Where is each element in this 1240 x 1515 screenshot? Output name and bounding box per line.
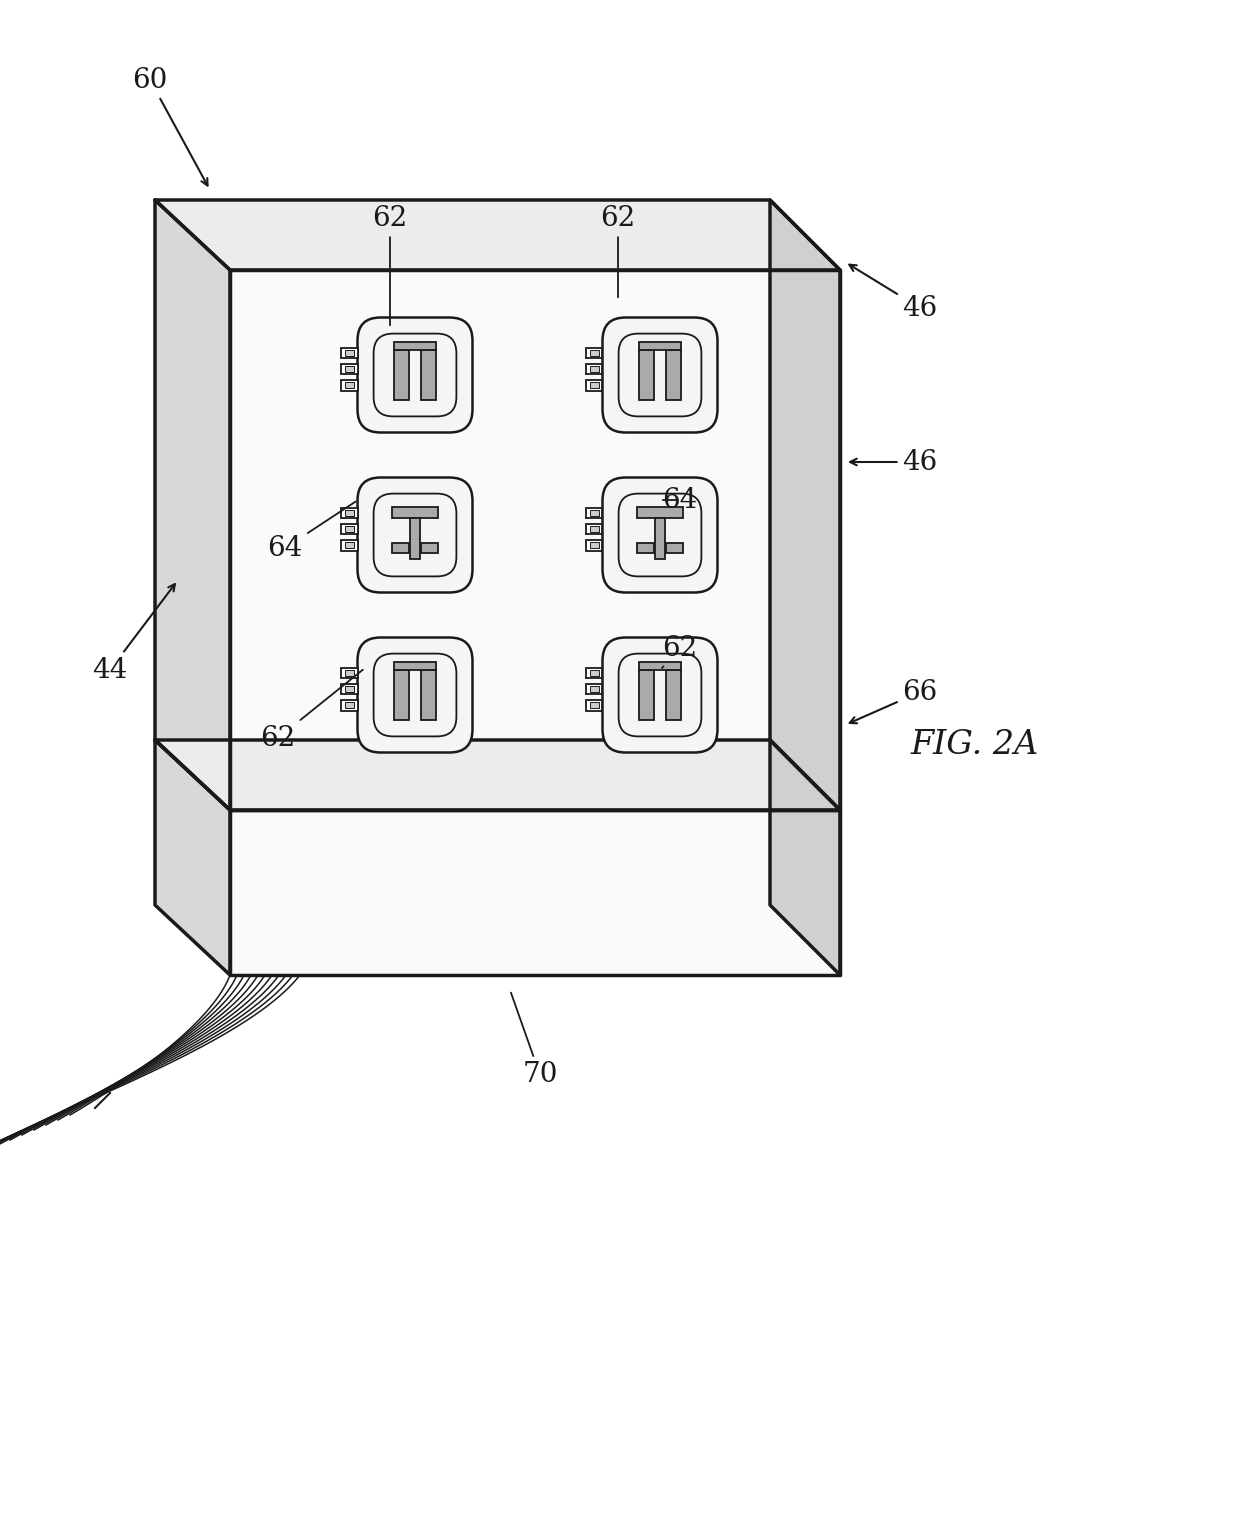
- Text: 64: 64: [268, 501, 356, 562]
- Text: 62: 62: [600, 205, 636, 297]
- Bar: [346, 542, 355, 548]
- Bar: [341, 668, 357, 679]
- Bar: [341, 541, 357, 550]
- Bar: [640, 350, 655, 400]
- Bar: [420, 542, 438, 553]
- Bar: [587, 380, 603, 391]
- Bar: [590, 686, 599, 692]
- Bar: [346, 382, 355, 388]
- Bar: [341, 685, 357, 694]
- Bar: [637, 508, 683, 518]
- Bar: [420, 350, 435, 400]
- Bar: [346, 703, 355, 709]
- Bar: [640, 670, 655, 720]
- Bar: [590, 526, 599, 532]
- Polygon shape: [155, 739, 229, 976]
- Polygon shape: [770, 200, 839, 811]
- Bar: [394, 342, 435, 350]
- Bar: [587, 524, 603, 535]
- Bar: [587, 348, 603, 359]
- Bar: [666, 542, 683, 553]
- Bar: [587, 700, 603, 711]
- Bar: [590, 350, 599, 356]
- Bar: [394, 350, 409, 400]
- Polygon shape: [155, 739, 839, 811]
- Bar: [346, 670, 355, 676]
- FancyBboxPatch shape: [619, 494, 702, 576]
- Text: 44: 44: [92, 585, 175, 683]
- FancyBboxPatch shape: [603, 638, 718, 753]
- Bar: [587, 541, 603, 550]
- Text: 66: 66: [849, 679, 937, 723]
- Bar: [590, 511, 599, 517]
- Bar: [420, 670, 435, 720]
- Bar: [346, 511, 355, 517]
- Polygon shape: [155, 200, 229, 811]
- Bar: [341, 380, 357, 391]
- Text: 64: 64: [662, 486, 698, 514]
- Bar: [341, 508, 357, 518]
- FancyBboxPatch shape: [357, 318, 472, 432]
- Text: FIG. 2A: FIG. 2A: [911, 729, 1039, 761]
- Bar: [392, 542, 409, 553]
- FancyBboxPatch shape: [357, 477, 472, 592]
- Text: 62: 62: [662, 635, 698, 668]
- Bar: [666, 350, 681, 400]
- Text: 70: 70: [511, 992, 558, 1088]
- Bar: [341, 700, 357, 711]
- Polygon shape: [229, 811, 839, 976]
- Bar: [590, 542, 599, 548]
- Bar: [587, 668, 603, 679]
- Bar: [587, 685, 603, 694]
- Bar: [590, 382, 599, 388]
- Bar: [590, 670, 599, 676]
- Polygon shape: [770, 739, 839, 976]
- Bar: [666, 670, 681, 720]
- Bar: [346, 686, 355, 692]
- Bar: [587, 508, 603, 518]
- FancyBboxPatch shape: [373, 494, 456, 576]
- FancyBboxPatch shape: [357, 638, 472, 753]
- FancyBboxPatch shape: [603, 477, 718, 592]
- Bar: [346, 350, 355, 356]
- Bar: [341, 364, 357, 374]
- Bar: [590, 703, 599, 709]
- Text: 62: 62: [260, 670, 363, 751]
- Text: 60: 60: [133, 67, 207, 185]
- FancyBboxPatch shape: [619, 653, 702, 736]
- Bar: [394, 670, 409, 720]
- Bar: [341, 524, 357, 535]
- FancyBboxPatch shape: [603, 318, 718, 432]
- Bar: [590, 367, 599, 373]
- Bar: [392, 508, 438, 518]
- Bar: [655, 518, 665, 559]
- Polygon shape: [155, 200, 839, 270]
- FancyBboxPatch shape: [373, 653, 456, 736]
- FancyBboxPatch shape: [373, 333, 456, 417]
- Text: 62: 62: [372, 205, 408, 326]
- Bar: [394, 662, 435, 670]
- Polygon shape: [229, 270, 839, 811]
- Bar: [640, 662, 681, 670]
- Bar: [640, 342, 681, 350]
- Text: 46: 46: [851, 448, 937, 476]
- FancyBboxPatch shape: [619, 333, 702, 417]
- Bar: [637, 542, 655, 553]
- Text: 46: 46: [849, 265, 937, 321]
- Bar: [346, 367, 355, 373]
- Bar: [587, 364, 603, 374]
- Bar: [341, 348, 357, 359]
- Bar: [410, 518, 420, 559]
- Bar: [346, 526, 355, 532]
